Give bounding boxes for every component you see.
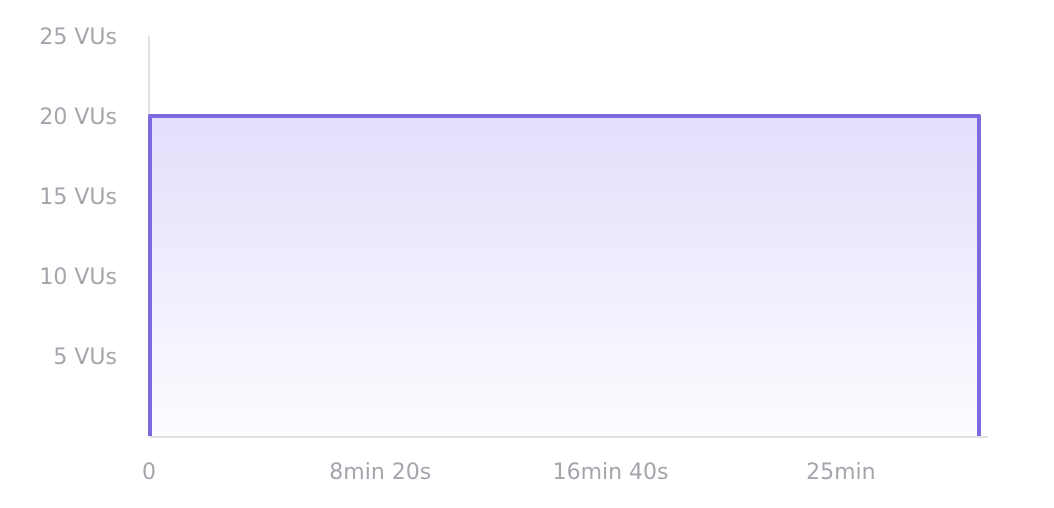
area-fill xyxy=(150,116,979,436)
x-tick-label: 16min 40s xyxy=(553,460,669,485)
y-tick-label: 5 VUs xyxy=(53,345,117,370)
x-tick-label: 25min xyxy=(806,460,875,485)
area-series xyxy=(148,114,981,436)
y-tick-label: 25 VUs xyxy=(39,25,117,50)
y-tick-label: 15 VUs xyxy=(39,185,117,210)
x-tick-label: 0 xyxy=(142,460,156,485)
x-axis-ticks: 0 8min 20s 16min 40s 25min xyxy=(142,460,876,485)
vus-series-line xyxy=(148,114,981,436)
y-axis-ticks: 5 VUs 10 VUs 15 VUs 20 VUs 25 VUs xyxy=(39,25,117,370)
y-tick-label: 20 VUs xyxy=(39,105,117,130)
y-tick-label: 10 VUs xyxy=(39,265,117,290)
x-tick-label: 8min 20s xyxy=(329,460,431,485)
